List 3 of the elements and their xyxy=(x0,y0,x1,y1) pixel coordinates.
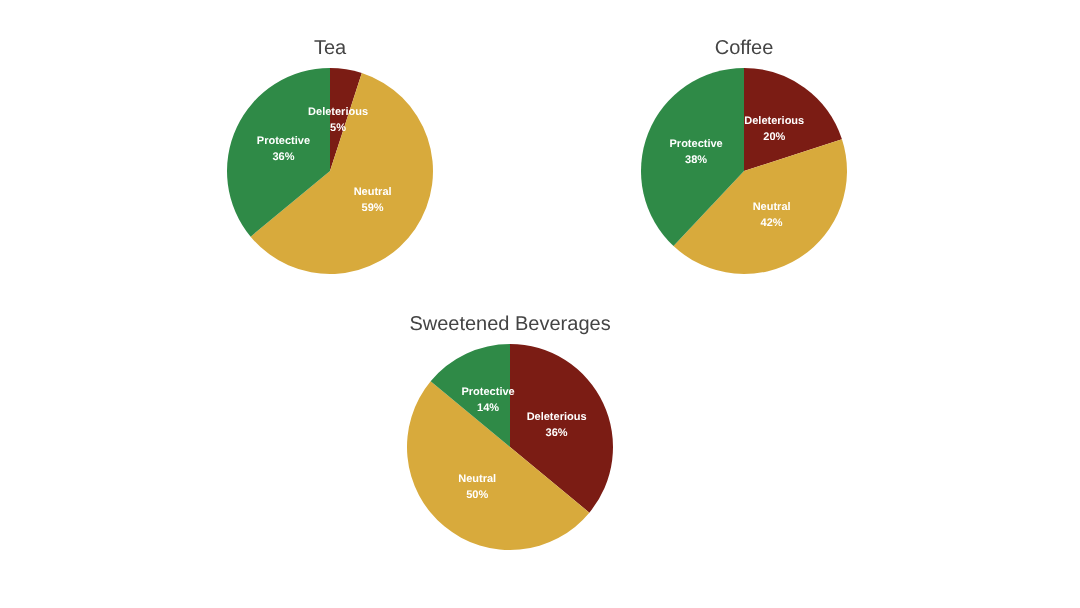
chart-title: Sweetened Beverages xyxy=(409,313,611,336)
chart-title: Coffee xyxy=(714,37,775,60)
chart-title: Tea xyxy=(313,37,347,60)
